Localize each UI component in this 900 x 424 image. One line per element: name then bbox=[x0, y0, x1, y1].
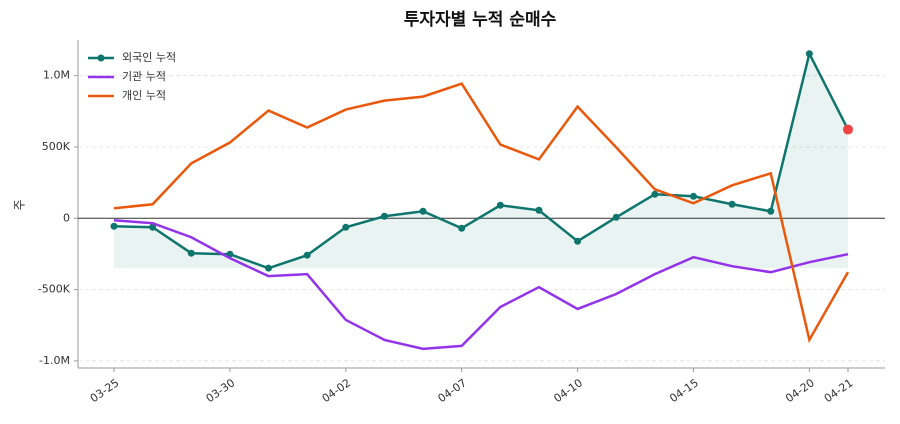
point bbox=[265, 264, 273, 272]
point bbox=[149, 223, 157, 231]
y-tick-label: 500K bbox=[42, 140, 71, 153]
highlight-point bbox=[843, 124, 853, 135]
y-axis-label: 주 bbox=[13, 199, 27, 210]
point bbox=[767, 207, 775, 215]
legend-label: 외국인 누적 bbox=[122, 51, 176, 64]
legend-label: 기관 누적 bbox=[122, 70, 166, 83]
point bbox=[110, 222, 118, 230]
x-tick-label: 04-10 bbox=[551, 376, 585, 405]
point bbox=[303, 251, 311, 259]
x-tick-label: 04-02 bbox=[320, 376, 354, 405]
point bbox=[651, 190, 659, 198]
x-tick-label: 04-21 bbox=[822, 376, 856, 405]
x-tick-label: 03-30 bbox=[204, 376, 238, 405]
point bbox=[574, 237, 582, 245]
point bbox=[187, 249, 195, 257]
point bbox=[458, 224, 466, 232]
x-tick-label: 03-25 bbox=[88, 376, 122, 405]
area bbox=[114, 53, 848, 269]
point bbox=[380, 212, 388, 220]
y-tick-label: -1.0M bbox=[39, 354, 70, 367]
y-tick-label: 1.0M bbox=[43, 69, 70, 82]
chart-title: 투자자별 누적 순매수 bbox=[404, 10, 557, 30]
point bbox=[342, 223, 350, 231]
series-line bbox=[113, 219, 849, 351]
point bbox=[612, 213, 620, 221]
point bbox=[805, 50, 813, 58]
x-tick-label: 04-15 bbox=[667, 376, 701, 405]
point bbox=[728, 200, 736, 208]
x-tick-label: 04-07 bbox=[435, 376, 469, 405]
legend-label: 개인 누적 bbox=[122, 89, 166, 102]
point bbox=[535, 206, 543, 214]
series-line bbox=[113, 82, 850, 344]
point bbox=[496, 201, 504, 209]
x-tick-label: 04-20 bbox=[783, 376, 817, 405]
point bbox=[689, 192, 697, 200]
legend-marker bbox=[97, 54, 105, 62]
y-tick-label: -500K bbox=[38, 283, 71, 296]
y-tick-label: 0 bbox=[63, 211, 70, 224]
series-line bbox=[113, 50, 850, 270]
point bbox=[419, 207, 427, 215]
